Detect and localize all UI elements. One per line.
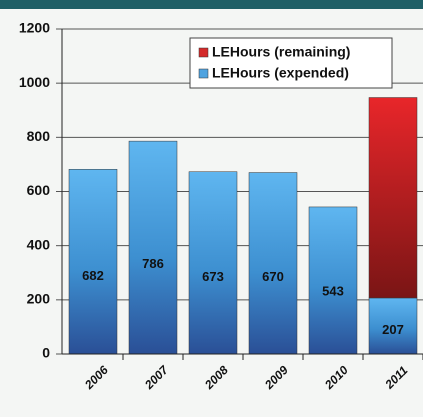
- y-tick-label: 800: [27, 128, 51, 144]
- y-tick-label: 600: [27, 182, 51, 198]
- bar: [248, 172, 298, 355]
- y-tick-label: 400: [27, 236, 51, 252]
- y-tick-label: 200: [27, 291, 51, 307]
- value-label: 673: [202, 269, 224, 284]
- bar: [68, 169, 118, 355]
- bar: [188, 171, 238, 355]
- bar: [368, 297, 418, 355]
- value-label: 207: [382, 322, 404, 337]
- y-tick-label: 0: [42, 345, 50, 361]
- value-label: 682: [82, 268, 104, 283]
- top-band: [0, 0, 423, 9]
- value-label: 543: [322, 284, 344, 299]
- y-tick-label: 1200: [19, 20, 50, 36]
- legend-swatch: [198, 47, 209, 58]
- bar: [308, 206, 358, 355]
- y-tick-label: 1000: [19, 74, 50, 90]
- legend-box: [189, 37, 393, 89]
- value-label: 670: [262, 269, 284, 284]
- legend-label: LEHours (remaining): [212, 44, 350, 60]
- bar: [368, 97, 418, 299]
- value-label: 786: [142, 256, 164, 271]
- legend-label: LEHours (expended): [212, 65, 349, 81]
- legend-swatch: [198, 68, 209, 79]
- bar: [128, 140, 178, 355]
